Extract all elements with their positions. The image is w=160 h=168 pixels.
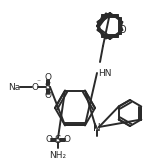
Text: O: O: [32, 82, 39, 92]
Text: O: O: [44, 92, 52, 100]
Text: O: O: [64, 136, 71, 144]
Text: S: S: [45, 82, 51, 92]
Text: Na: Na: [8, 82, 20, 92]
Text: O: O: [45, 136, 52, 144]
Text: ⁻: ⁻: [36, 77, 40, 87]
Text: NH₂: NH₂: [49, 151, 67, 160]
Text: O: O: [119, 25, 126, 34]
Text: S: S: [55, 135, 61, 145]
Text: HN: HN: [98, 69, 112, 77]
Text: O: O: [44, 74, 52, 82]
Text: N: N: [93, 123, 101, 133]
